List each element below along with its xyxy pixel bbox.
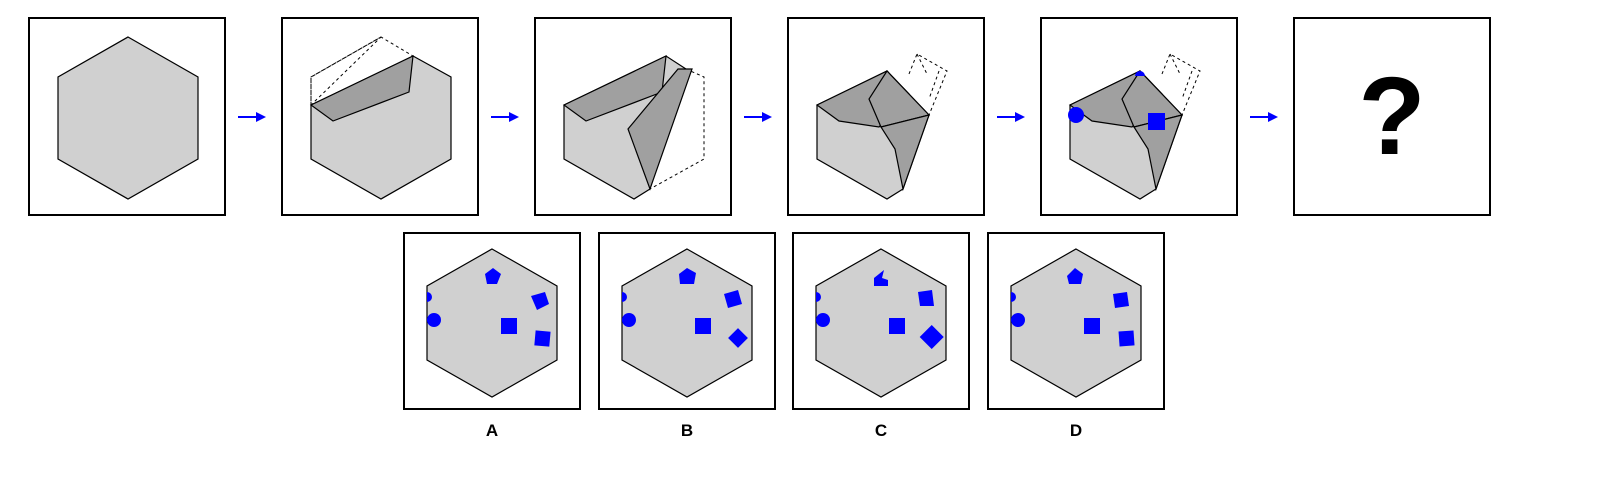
option-d-panel[interactable] xyxy=(987,232,1165,410)
option-b-label[interactable]: B xyxy=(680,421,694,440)
unfolded-hexagon-a xyxy=(426,248,558,398)
step-3-panel xyxy=(534,17,732,216)
arrow-right-icon xyxy=(491,112,519,122)
unfolded-hexagon-d xyxy=(1010,248,1142,398)
arrow-right-icon xyxy=(238,112,266,122)
unfolded-hexagon-c xyxy=(815,248,947,398)
step-1-panel xyxy=(28,17,226,216)
option-d-label[interactable]: D xyxy=(1069,421,1083,440)
arrow-right-icon xyxy=(744,112,772,122)
hexagon-paper xyxy=(57,36,199,200)
arrow-right-icon xyxy=(1250,112,1278,122)
option-a-label[interactable]: A xyxy=(485,421,499,440)
answer-placeholder-panel: ? xyxy=(1293,17,1491,216)
step-5-panel xyxy=(1040,17,1238,216)
option-c-label[interactable]: C xyxy=(874,421,888,440)
half-circle-hole xyxy=(1135,71,1145,76)
option-b-panel[interactable] xyxy=(598,232,776,410)
step-4-panel xyxy=(787,17,985,216)
unfolded-hexagon-b xyxy=(621,248,753,398)
step-2-panel xyxy=(281,17,479,216)
option-c-panel[interactable] xyxy=(792,232,970,410)
question-mark: ? xyxy=(1358,55,1426,178)
folded-paper-step-2 xyxy=(309,36,452,200)
square-hole xyxy=(1148,113,1165,130)
folded-paper-step-3 xyxy=(562,54,705,200)
arrow-right-icon xyxy=(997,112,1025,122)
punched-paper-step-5 xyxy=(1068,53,1201,200)
circle-hole xyxy=(1068,107,1084,123)
option-a-panel[interactable] xyxy=(403,232,581,410)
folded-paper-step-4 xyxy=(815,53,948,200)
